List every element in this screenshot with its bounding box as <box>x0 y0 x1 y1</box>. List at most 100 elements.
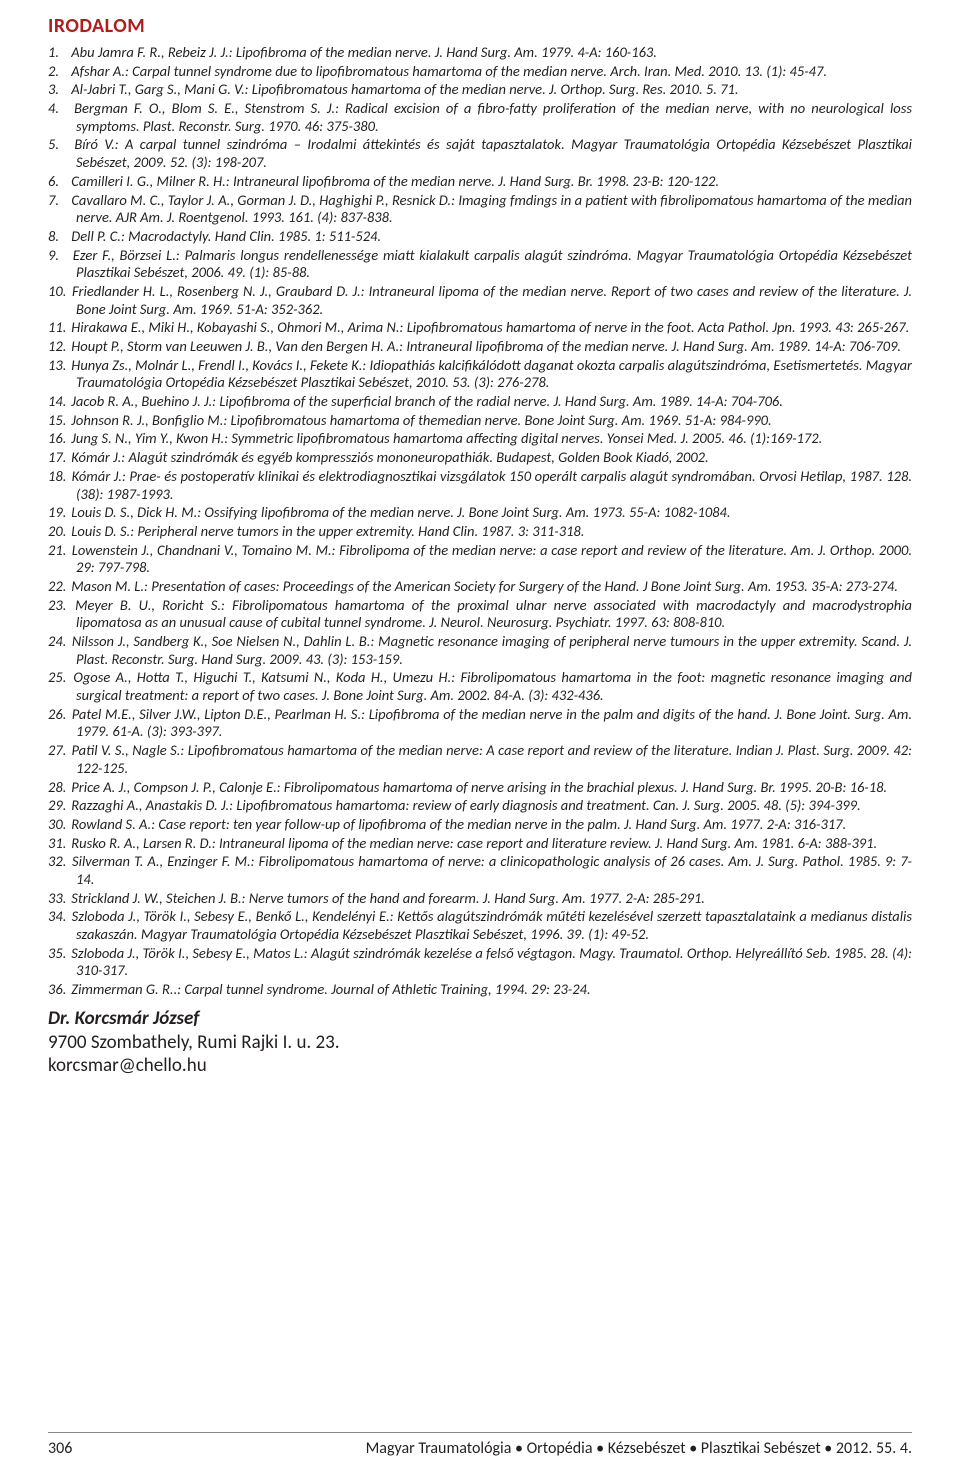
reference-item: 7. Cavallaro M. C., Taylor J. A., Gorman… <box>48 192 912 227</box>
reference-number: 21. <box>48 542 68 560</box>
reference-text: Abu Jamra F. R., Rebeiz J. J.: Lipofibro… <box>68 43 657 61</box>
reference-text: Johnson R. J., Bonfiglio M.: Lipofibroma… <box>68 411 772 429</box>
reference-text: Camilleri I. G., Milner R. H.: Intraneur… <box>68 172 719 190</box>
reference-item: 10. Friedlander H. L., Rosenberg N. J., … <box>48 283 912 318</box>
reference-number: 12. <box>48 338 68 356</box>
reference-number: 4. <box>48 100 68 118</box>
reference-number: 25. <box>48 669 68 687</box>
reference-item: 28. Price A. J., Compson J. P., Calonje … <box>48 779 912 797</box>
reference-text: Kómár J.: Alagút szindrómák és egyéb kom… <box>68 448 709 466</box>
reference-item: 21. Lowenstein J., Chandnani V., Tomaino… <box>48 542 912 577</box>
reference-item: 5. Bíró V.: A carpal tunnel szindróma – … <box>48 136 912 171</box>
reference-text: Meyer B. U., Roricht S.: Fibrolipomatous… <box>68 596 912 632</box>
author-name: Dr. Korcsmár József <box>48 1007 912 1031</box>
reference-text: Szloboda J., Török I., Sebesy E., Matos … <box>68 944 912 980</box>
reference-item: 24. Nilsson J., Sandberg K., Soe Nielsen… <box>48 633 912 668</box>
reference-text: Mason M. L.: Presentation of cases: Proc… <box>68 577 898 595</box>
reference-item: 16. Jung S. N., Yim Y., Kwon H.: Symmetr… <box>48 430 912 448</box>
reference-item: 29. Razzaghi A., Anastakis D. J.: Lipofi… <box>48 797 912 815</box>
reference-item: 17. Kómár J.: Alagút szindrómák és egyéb… <box>48 449 912 467</box>
reference-number: 16. <box>48 430 68 448</box>
reference-number: 6. <box>48 173 68 191</box>
reference-text: Lowenstein J., Chandnani V., Tomaino M. … <box>68 541 912 577</box>
reference-text: Strickland J. W., Steichen J. B.: Nerve … <box>68 889 705 907</box>
reference-number: 32. <box>48 853 68 871</box>
reference-text: Patel M.E., Silver J.W., Lipton D.E., Pe… <box>68 705 912 741</box>
reference-text: Ezer F., Börzsei L.: Palmaris longus ren… <box>68 246 912 282</box>
reference-item: 18. Kómár J.: Prae- és postoperatív klin… <box>48 468 912 503</box>
reference-number: 35. <box>48 945 68 963</box>
page-footer: 306 Magyar Traumatológia • Ortopédia • K… <box>0 1432 960 1472</box>
reference-text: Dell P. C.: Macrodactyly. Hand Clin. 198… <box>68 227 381 245</box>
reference-text: Nilsson J., Sandberg K., Soe Nielsen N.,… <box>68 632 912 668</box>
reference-item: 11. Hirakawa E., Miki H., Kobayashi S., … <box>48 319 912 337</box>
reference-item: 19. Louis D. S., Dick H. M.: Ossifying l… <box>48 504 912 522</box>
reference-item: 36. Zimmerman G. R..: Carpal tunnel synd… <box>48 981 912 999</box>
reference-item: 3. Al-Jabri T., Garg S., Mani G. V.: Lip… <box>48 81 912 99</box>
reference-number: 1. <box>48 44 68 62</box>
reference-item: 8. Dell P. C.: Macrodactyly. Hand Clin. … <box>48 228 912 246</box>
reference-item: 20. Louis D. S.: Peripheral nerve tumors… <box>48 523 912 541</box>
reference-item: 30. Rowland S. A.: Case report: ten year… <box>48 816 912 834</box>
reference-text: Rusko R. A., Larsen R. D.: Intraneural l… <box>68 834 877 852</box>
reference-text: Al-Jabri T., Garg S., Mani G. V.: Lipofi… <box>68 80 739 98</box>
reference-number: 15. <box>48 412 68 430</box>
reference-number: 3. <box>48 81 68 99</box>
reference-number: 29. <box>48 797 68 815</box>
reference-item: 31. Rusko R. A., Larsen R. D.: Intraneur… <box>48 835 912 853</box>
reference-item: 15. Johnson R. J., Bonfiglio M.: Lipofib… <box>48 412 912 430</box>
footer-line: 306 Magyar Traumatológia • Ortopédia • K… <box>48 1432 912 1458</box>
reference-number: 22. <box>48 578 68 596</box>
reference-text: Jacob R. A., Buehino J. J.: Lipofibroma … <box>68 392 783 410</box>
footer-page-number: 306 <box>48 1439 72 1458</box>
reference-number: 17. <box>48 449 68 467</box>
reference-text: Bíró V.: A carpal tunnel szindróma – Iro… <box>68 135 912 171</box>
reference-text: Patil V. S., Nagle S.: Lipofibromatous h… <box>68 741 912 777</box>
author-address: 9700 Szombathely, Rumi Rajki I. u. 23. <box>48 1031 912 1055</box>
reference-number: 8. <box>48 228 68 246</box>
reference-item: 14. Jacob R. A., Buehino J. J.: Lipofibr… <box>48 393 912 411</box>
reference-item: 22. Mason M. L.: Presentation of cases: … <box>48 578 912 596</box>
reference-number: 13. <box>48 357 68 375</box>
reference-number: 7. <box>48 192 68 210</box>
reference-number: 2. <box>48 63 68 81</box>
reference-text: Ogose A., Hotta T., Higuchi T., Katsumi … <box>68 668 912 704</box>
reference-number: 5. <box>48 136 68 154</box>
reference-item: 13. Hunya Zs., Molnár L., Frendl I., Kov… <box>48 357 912 392</box>
reference-text: Afshar A.: Carpal tunnel syndrome due to… <box>68 62 827 80</box>
reference-item: 23. Meyer B. U., Roricht S.: Fibrolipoma… <box>48 597 912 632</box>
reference-number: 10. <box>48 283 68 301</box>
reference-text: Bergman F. O., Blom S. E., Stenstrom S. … <box>68 99 912 135</box>
reference-text: Szloboda J., Török I., Sebesy E., Benkő … <box>68 907 912 943</box>
reference-item: 27. Patil V. S., Nagle S.: Lipofibromato… <box>48 742 912 777</box>
reference-text: Hunya Zs., Molnár L., Frendl I., Kovács … <box>68 356 912 392</box>
reference-number: 20. <box>48 523 68 541</box>
reference-text: Razzaghi A., Anastakis D. J.: Lipofibrom… <box>68 796 861 814</box>
reference-number: 33. <box>48 890 68 908</box>
section-title: IRODALOM <box>48 14 912 38</box>
footer-journal: Magyar Traumatológia • Ortopédia • Kézse… <box>366 1439 912 1458</box>
reference-text: Price A. J., Compson J. P., Calonje E.: … <box>68 778 887 796</box>
reference-item: 34. Szloboda J., Török I., Sebesy E., Be… <box>48 908 912 943</box>
reference-number: 27. <box>48 742 68 760</box>
reference-item: 6. Camilleri I. G., Milner R. H.: Intran… <box>48 173 912 191</box>
reference-text: Houpt P., Storm van Leeuwen J. B., Van d… <box>68 337 901 355</box>
reference-item: 33. Strickland J. W., Steichen J. B.: Ne… <box>48 890 912 908</box>
reference-text: Friedlander H. L., Rosenberg N. J., Grau… <box>68 282 912 318</box>
reference-number: 34. <box>48 908 68 926</box>
reference-item: 26. Patel M.E., Silver J.W., Lipton D.E.… <box>48 706 912 741</box>
reference-number: 11. <box>48 319 68 337</box>
reference-number: 19. <box>48 504 68 522</box>
reference-item: 35. Szloboda J., Török I., Sebesy E., Ma… <box>48 945 912 980</box>
reference-text: Zimmerman G. R..: Carpal tunnel syndrome… <box>68 980 591 998</box>
reference-number: 24. <box>48 633 68 651</box>
reference-text: Silverman T. A., Enzinger F. M.: Fibroli… <box>68 852 912 888</box>
reference-text: Jung S. N., Yim Y., Kwon H.: Symmetric l… <box>68 429 822 447</box>
reference-item: 4. Bergman F. O., Blom S. E., Stenstrom … <box>48 100 912 135</box>
reference-number: 26. <box>48 706 68 724</box>
reference-item: 12. Houpt P., Storm van Leeuwen J. B., V… <box>48 338 912 356</box>
reference-number: 31. <box>48 835 68 853</box>
reference-number: 36. <box>48 981 68 999</box>
reference-number: 18. <box>48 468 68 486</box>
reference-number: 14. <box>48 393 68 411</box>
